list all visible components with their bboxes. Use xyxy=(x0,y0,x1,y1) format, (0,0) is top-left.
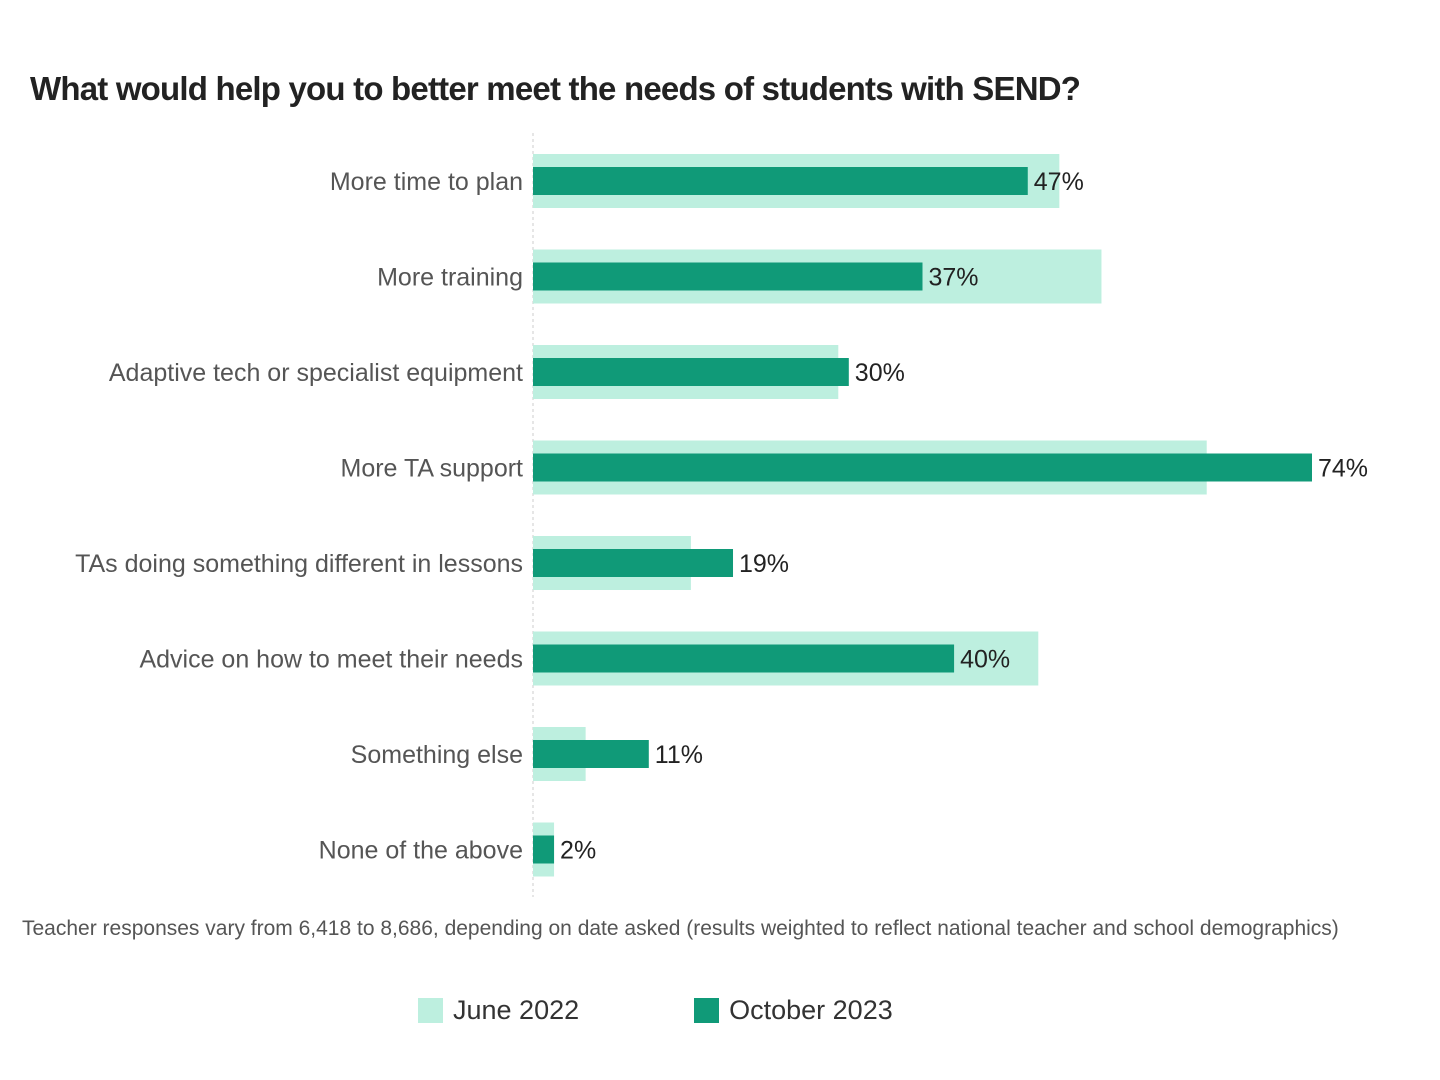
category-label: None of the above xyxy=(319,837,523,865)
bar-october-2023 xyxy=(533,167,1028,195)
category-label: More TA support xyxy=(341,455,524,483)
bar-october-2023 xyxy=(533,262,923,291)
category-label: TAs doing something different in lessons xyxy=(75,550,523,578)
bar-october-2023 xyxy=(533,549,734,577)
data-label: 47% xyxy=(1034,168,1084,196)
legend-item-june-2022: June 2022 xyxy=(418,995,579,1026)
data-label: 2% xyxy=(560,837,596,865)
data-label: 30% xyxy=(855,359,905,387)
bar-october-2023 xyxy=(533,835,555,864)
legend-label: October 2023 xyxy=(729,995,893,1025)
legend-swatch-october-2023 xyxy=(694,998,720,1023)
category-label: More training xyxy=(377,264,523,292)
category-label: Advice on how to meet their needs xyxy=(139,646,523,674)
category-label: Adaptive tech or specialist equipment xyxy=(109,359,523,387)
data-label: 19% xyxy=(739,550,789,578)
bar-october-2023 xyxy=(533,644,955,673)
bar-october-2023 xyxy=(533,740,649,768)
legend-swatch-june-2022 xyxy=(418,998,443,1023)
data-label: 74% xyxy=(1318,455,1368,483)
legend-item-october-2023: October 2023 xyxy=(694,995,893,1026)
bar-october-2023 xyxy=(533,358,849,386)
category-label: Something else xyxy=(351,741,523,769)
category-label: More time to plan xyxy=(330,168,523,196)
legend-label: June 2022 xyxy=(453,995,580,1025)
data-label: 11% xyxy=(655,741,703,769)
data-label: 37% xyxy=(928,264,978,292)
data-label: 40% xyxy=(960,646,1010,674)
chart-title: What would help you to better meet the n… xyxy=(30,70,1081,107)
chart-footnote: Teacher responses vary from 6,418 to 8,6… xyxy=(22,917,1339,940)
bar-october-2023 xyxy=(533,453,1312,482)
legend: June 2022 October 2023 xyxy=(418,995,893,1026)
